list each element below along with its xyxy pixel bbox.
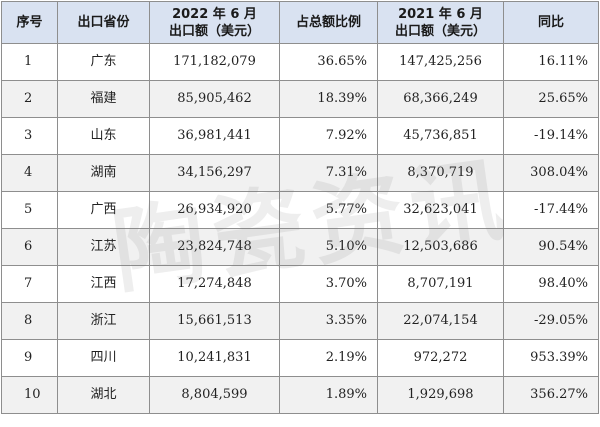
cell-province: 广西 [57,191,150,229]
cell-share: 2.19% [279,339,378,377]
cell-yoy: 16.11% [503,43,599,81]
cell-province: 湖南 [57,154,150,192]
cell-yoy: -19.14% [503,117,599,155]
cell-share: 3.70% [279,265,378,303]
table-row: 4 湖南 34,156,297 7.31% 8,370,719 308.04% [1,154,599,192]
cell-province: 福建 [57,80,150,118]
cell-province: 山东 [57,117,150,155]
header-yoy: 同比 [503,1,599,44]
table-row: 8 浙江 15,661,513 3.35% 22,074,154 -29.05% [1,302,599,340]
cell-export-2021: 12,503,686 [377,228,504,266]
cell-export-2022: 15,661,513 [149,302,280,340]
cell-index: 6 [1,228,58,266]
cell-province: 四川 [57,339,150,377]
cell-index: 1 [1,43,58,81]
cell-province: 湖北 [57,376,150,414]
cell-export-2022: 36,981,441 [149,117,280,155]
export-table: 序号 出口省份 2022 年 6 月 出口额（美元） 占总额比例 2021 年 … [1,1,599,414]
cell-export-2022: 26,934,920 [149,191,280,229]
cell-export-2021: 68,366,249 [377,80,504,118]
cell-share: 36.65% [279,43,378,81]
header-export-2021-line1: 2021 年 6 月 [398,6,483,22]
table-row: 1 广东 171,182,079 36.65% 147,425,256 16.11% [1,43,599,81]
table-row: 6 江苏 23,824,748 5.10% 12,503,686 90.54% [1,228,599,266]
cell-yoy: 953.39% [503,339,599,377]
header-export-2022-line1: 2022 年 6 月 [172,6,257,22]
cell-yoy: 90.54% [503,228,599,266]
cell-province: 江西 [57,265,150,303]
header-index: 序号 [1,1,58,44]
cell-index: 4 [1,154,58,192]
table-body: 1 广东 171,182,079 36.65% 147,425,256 16.11% 2 福建… [1,43,599,414]
cell-yoy: -17.44% [503,191,599,229]
cell-province: 浙江 [57,302,150,340]
cell-province: 广东 [57,43,150,81]
table-header-row: 序号 出口省份 2022 年 6 月 出口额（美元） 占总额比例 2021 年 … [1,1,599,44]
header-province: 出口省份 [57,1,150,44]
table-row: 3 山东 36,981,441 7.92% 45,736,851 -19.14% [1,117,599,155]
cell-export-2021: 972,272 [377,339,504,377]
table-row: 2 福建 85,905,462 18.39% 68,366,249 25.65% [1,80,599,118]
table-row: 10 湖北 8,804,599 1.89% 1,929,698 356.27% [1,376,599,414]
cell-yoy: 98.40% [503,265,599,303]
cell-share: 3.35% [279,302,378,340]
header-share: 占总额比例 [279,1,378,44]
cell-index: 7 [1,265,58,303]
cell-export-2022: 10,241,831 [149,339,280,377]
header-export-2022-line2: 出口额（美元） [168,23,260,39]
table-row: 5 广西 26,934,920 5.77% 32,623,041 -17.44% [1,191,599,229]
cell-export-2021: 8,707,191 [377,265,504,303]
cell-province: 江苏 [57,228,150,266]
cell-export-2021: 8,370,719 [377,154,504,192]
cell-share: 7.31% [279,154,378,192]
cell-export-2022: 8,804,599 [149,376,280,414]
cell-index: 3 [1,117,58,155]
cell-index: 10 [1,376,58,414]
cell-index: 9 [1,339,58,377]
cell-share: 1.89% [279,376,378,414]
cell-export-2021: 1,929,698 [377,376,504,414]
header-export-2021: 2021 年 6 月 出口额（美元） [377,1,504,44]
cell-yoy: 25.65% [503,80,599,118]
cell-export-2022: 34,156,297 [149,154,280,192]
cell-index: 8 [1,302,58,340]
cell-export-2021: 22,074,154 [377,302,504,340]
header-export-2022: 2022 年 6 月 出口额（美元） [149,1,280,44]
cell-yoy: 308.04% [503,154,599,192]
cell-share: 18.39% [279,80,378,118]
cell-share: 5.10% [279,228,378,266]
cell-index: 5 [1,191,58,229]
cell-export-2021: 45,736,851 [377,117,504,155]
cell-export-2022: 23,824,748 [149,228,280,266]
cell-export-2022: 17,274,848 [149,265,280,303]
header-export-2021-line2: 出口额（美元） [394,23,486,39]
cell-export-2021: 147,425,256 [377,43,504,81]
cell-yoy: -29.05% [503,302,599,340]
cell-index: 2 [1,80,58,118]
cell-yoy: 356.27% [503,376,599,414]
table-row: 9 四川 10,241,831 2.19% 972,272 953.39% [1,339,599,377]
cell-share: 7.92% [279,117,378,155]
cell-export-2022: 171,182,079 [149,43,280,81]
cell-export-2022: 85,905,462 [149,80,280,118]
cell-share: 5.77% [279,191,378,229]
cell-export-2021: 32,623,041 [377,191,504,229]
table-row: 7 江西 17,274,848 3.70% 8,707,191 98.40% [1,265,599,303]
